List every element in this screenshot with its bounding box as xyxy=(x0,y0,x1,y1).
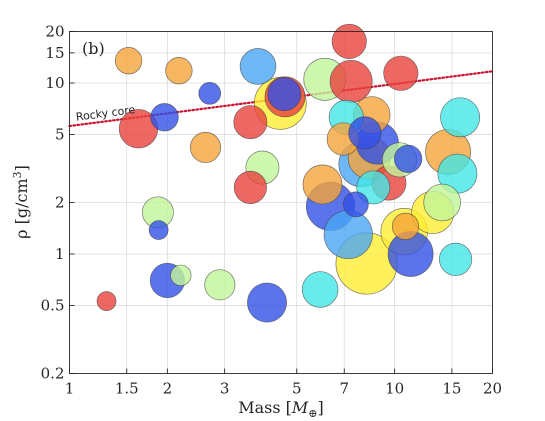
x-tick-label: 1 xyxy=(65,380,75,398)
y-tick-label: 20 xyxy=(45,23,64,41)
data-point xyxy=(383,55,419,91)
y-tick-label: 1 xyxy=(55,245,65,263)
data-point xyxy=(233,105,268,140)
x-tick-label: 3 xyxy=(220,380,230,398)
data-point xyxy=(247,282,287,323)
y-axis-label-main: ρ [g/cm xyxy=(12,178,31,239)
y-tick-label: 10 xyxy=(45,74,64,92)
x-axis-label: Mass [M⊕] xyxy=(238,398,324,420)
data-point xyxy=(329,60,373,103)
y-tick-label: 0.2 xyxy=(41,365,65,383)
data-point xyxy=(114,47,143,75)
y-tick-label: 5 xyxy=(55,125,65,143)
x-axis-label-subscript: ⊕ xyxy=(308,407,317,420)
y-axis-label-end: ] xyxy=(12,165,31,171)
y-tick-label: 15 xyxy=(45,44,64,62)
data-point xyxy=(239,48,277,85)
data-point xyxy=(96,291,117,311)
data-points xyxy=(96,23,481,323)
x-tick-label: 20 xyxy=(483,380,502,398)
x-tick-label: 7 xyxy=(339,380,349,398)
data-point xyxy=(439,242,473,276)
data-point xyxy=(440,97,481,138)
y-axis-label-superscript: 3 xyxy=(11,171,24,178)
x-tick-label: 10 xyxy=(385,380,404,398)
data-point xyxy=(233,170,267,204)
data-point xyxy=(302,164,343,205)
data-point xyxy=(198,81,222,105)
data-point xyxy=(165,57,193,85)
panel-label: (b) xyxy=(82,39,105,58)
data-point xyxy=(170,264,192,286)
data-point xyxy=(343,191,369,218)
plot-frame xyxy=(69,31,493,374)
data-point xyxy=(423,183,461,222)
data-point xyxy=(189,131,222,163)
x-tick-label: 2 xyxy=(163,380,173,398)
data-point xyxy=(204,269,236,301)
x-tick-label: 15 xyxy=(442,380,461,398)
data-point xyxy=(348,116,382,150)
data-point xyxy=(331,23,367,59)
y-tick-label: 2 xyxy=(55,194,65,212)
y-axis-label: ρ [g/cm3] xyxy=(11,165,31,239)
data-point xyxy=(393,144,423,173)
data-point xyxy=(323,209,373,260)
x-axis-label-main: Mass [ xyxy=(238,398,292,417)
data-point xyxy=(148,220,169,240)
data-point xyxy=(301,271,339,308)
y-tick-label: 0.5 xyxy=(41,296,65,314)
tick-labels: 1 1.5 2 3 5 7 10 15 20 0.2 0.5 1 2 5 10 15 20 xyxy=(41,23,502,398)
x-tick-label: 1.5 xyxy=(115,380,139,398)
x-axis-label-end: ] xyxy=(318,398,324,417)
x-tick-label: 5 xyxy=(292,380,302,398)
data-point xyxy=(267,77,302,112)
x-axis-label-symbol: M xyxy=(291,398,309,417)
data-point xyxy=(391,212,420,241)
data-point xyxy=(150,103,179,132)
